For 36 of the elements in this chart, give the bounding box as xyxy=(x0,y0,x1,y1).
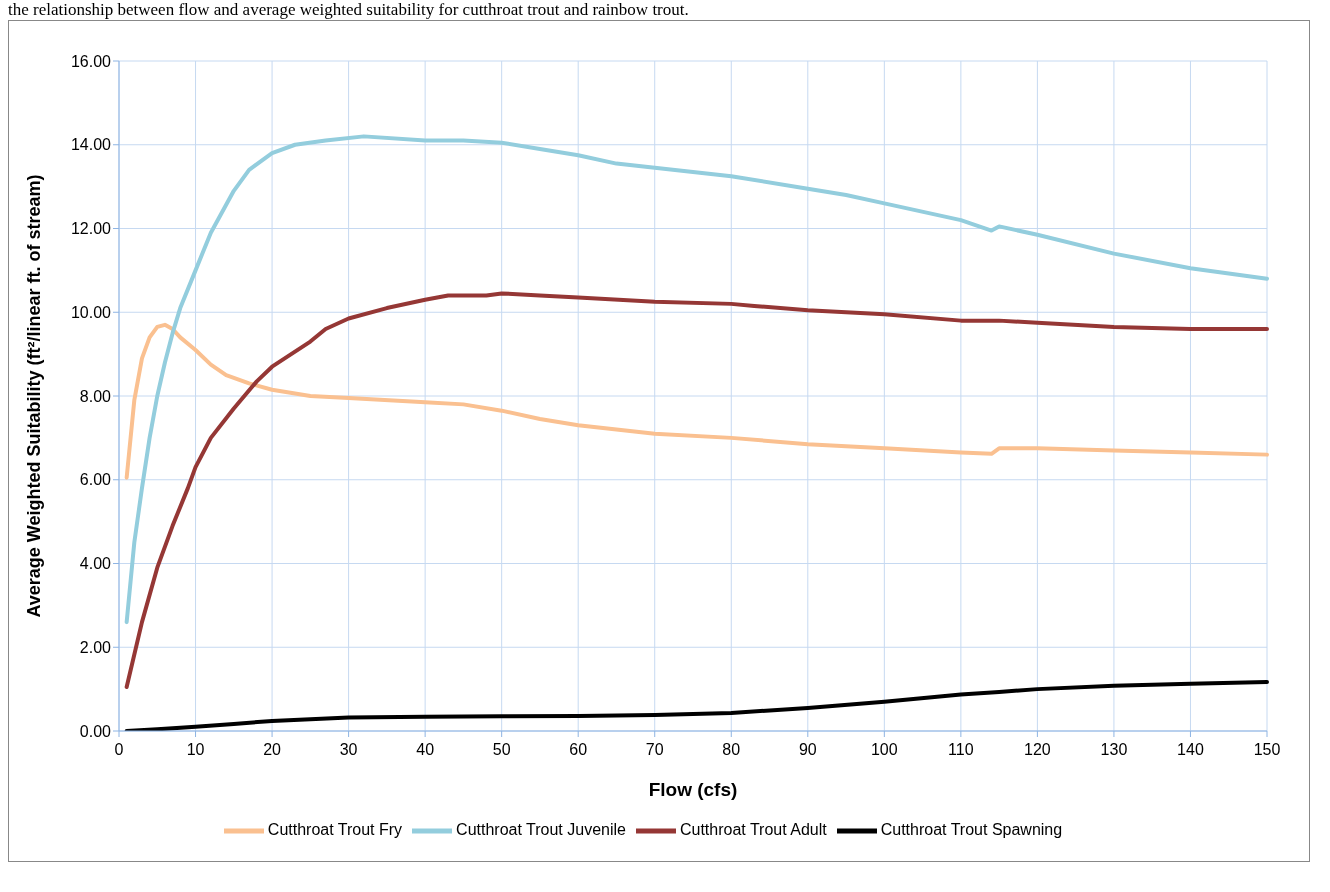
legend-label: Cutthroat Trout Fry xyxy=(267,821,403,839)
y-tick-label: 10.00 xyxy=(70,303,112,321)
line-series xyxy=(124,134,1269,625)
x-tick-label: 150 xyxy=(1253,741,1281,758)
x-tick-label: 130 xyxy=(1100,741,1128,758)
x-tick-label: 100 xyxy=(870,741,898,758)
x-tick-label: 110 xyxy=(948,741,974,758)
line-series xyxy=(124,291,1269,690)
line-series xyxy=(124,680,1269,731)
y-tick-label: 4.00 xyxy=(79,555,112,573)
y-tick-label: 14.00 xyxy=(70,136,112,154)
y-tick-label: 8.00 xyxy=(79,387,112,405)
legend-label: Cutthroat Trout Juvenile xyxy=(456,821,626,839)
x-tick-label: 140 xyxy=(1177,741,1204,758)
x-tick-label: 120 xyxy=(1024,741,1051,758)
line-series xyxy=(124,322,1269,480)
x-tick-label: 30 xyxy=(339,741,358,758)
x-tick-label: 90 xyxy=(798,741,817,758)
y-tick-label: 2.00 xyxy=(79,638,112,656)
text: the relationship between flow and average weighted suitability for cutthroat trout and rainbow trout. xyxy=(8,0,690,20)
y-axis-title: Average Weighted Suitability (ft²/linear ft. of stream) xyxy=(24,174,45,618)
x-axis-title: Flow (cfs) xyxy=(648,779,738,800)
x-tick-label: 0 xyxy=(114,741,124,758)
y-tick-label: 0.00 xyxy=(79,722,112,740)
x-tick-label: 60 xyxy=(569,741,588,758)
x-tick-label: 20 xyxy=(263,741,282,758)
legend-label: Cutthroat Trout Adult xyxy=(679,821,827,839)
y-tick-label: 6.00 xyxy=(79,471,112,489)
legend-label: Cutthroat Trout Spawning xyxy=(880,821,1063,839)
x-tick-label: 80 xyxy=(722,741,741,758)
x-tick-label: 70 xyxy=(645,741,664,758)
y-tick-label: 16.00 xyxy=(70,52,112,70)
x-tick-label: 10 xyxy=(186,741,205,758)
x-tick-label: 40 xyxy=(416,741,435,758)
x-tick-label: 50 xyxy=(492,741,511,758)
y-tick-label: 12.00 xyxy=(70,220,112,238)
